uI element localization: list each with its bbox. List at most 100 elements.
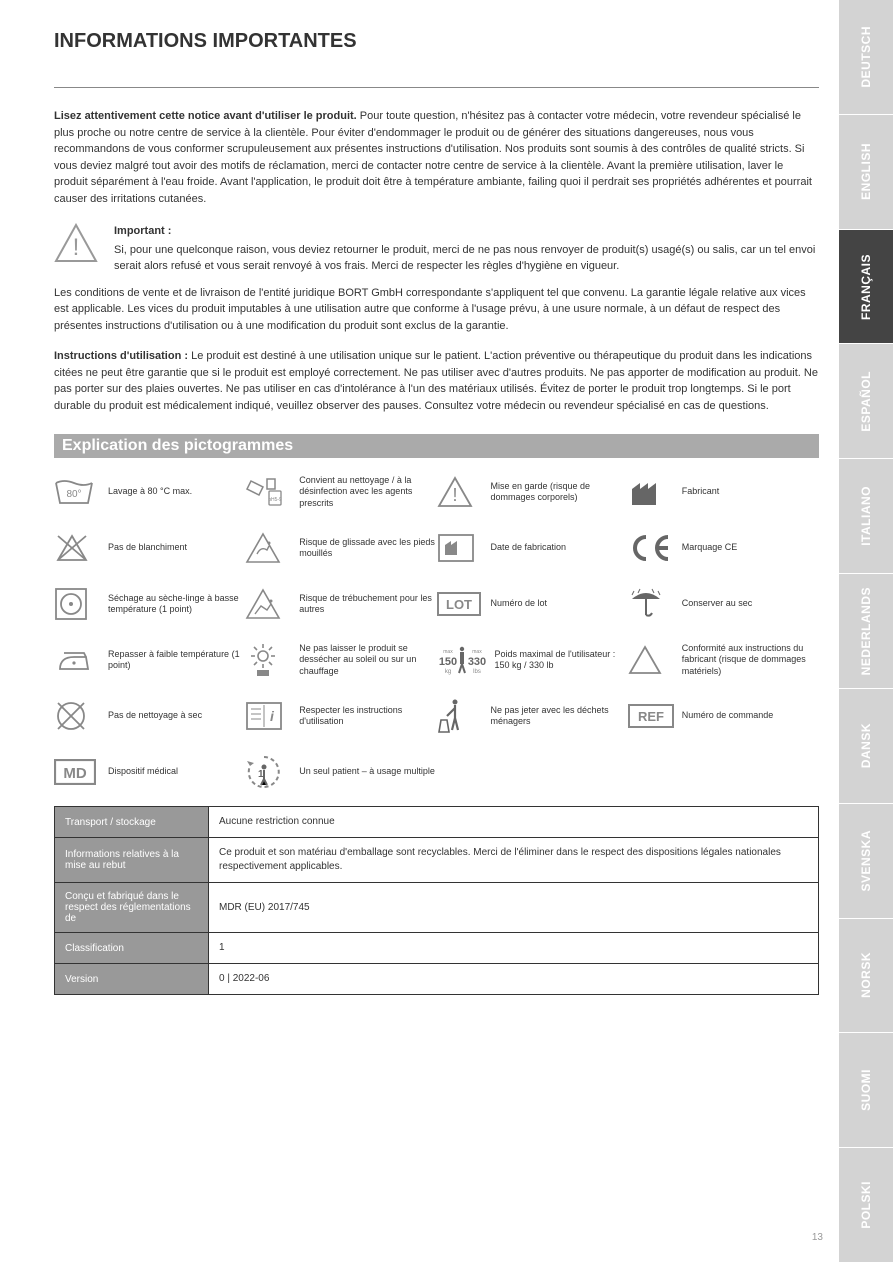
page-number: 13	[812, 1232, 823, 1243]
tab-it[interactable]: ITALIANO	[839, 459, 893, 574]
icon-row: Pas de nettoyage à sec iRespecter les in…	[54, 692, 819, 740]
tab-label: NEDERLANDS	[859, 587, 873, 675]
ce-mark-icon	[628, 533, 674, 563]
icon-label: Dispositif médical	[108, 766, 178, 777]
intro-bold: Lisez attentivement cette notice avant d…	[54, 110, 357, 122]
tab-label: FRANÇAIS	[859, 254, 873, 320]
single-patient-multi-use-icon: 1	[245, 753, 291, 791]
tab-label: POLSKI	[859, 1181, 873, 1229]
consult-ifu-icon: i	[245, 701, 291, 731]
icon-label: Risque de trébuchement pour les autres	[299, 593, 436, 616]
svg-text:1: 1	[258, 769, 264, 780]
use-paragraph: Instructions d'utilisation : Le produit …	[54, 348, 819, 414]
tab-fr[interactable]: FRANÇAIS	[839, 230, 893, 345]
icon-label: Date de fabrication	[491, 542, 567, 553]
svg-text:!: !	[452, 485, 457, 505]
svg-text:kg: kg	[444, 669, 450, 675]
svg-text:pH5-9: pH5-9	[268, 497, 282, 503]
slip-risk-icon	[245, 532, 291, 564]
icon-label: Respecter les instructions d'utilisation	[299, 705, 436, 728]
use-heading: Instructions d'utilisation :	[54, 350, 188, 362]
warning-rest: Si, pour une quelconque raison, vous dev…	[114, 244, 815, 273]
tab-label: DEUTSCH	[859, 26, 873, 88]
icon-label: Ne pas jeter avec les déchets ménagers	[491, 705, 628, 728]
intro-paragraph: Lisez attentivement cette notice avant d…	[54, 108, 819, 207]
icon-row: 80° Lavage à 80 °C max. pH5-9 Convient au …	[54, 468, 819, 516]
max-weight-icon: max150kgmax330lbs	[437, 643, 487, 677]
legend-heading: Explication des pictogrammes	[54, 434, 819, 458]
svg-text:80°: 80°	[66, 489, 81, 500]
table-row: Classification1	[55, 933, 819, 964]
tab-nl[interactable]: NEDERLANDS	[839, 574, 893, 689]
icon-label: Fabricant	[682, 486, 720, 497]
table-row: Informations relatives à la mise au rebu…	[55, 838, 819, 883]
info-key: Conçu et fabriqué dans le respect des ré…	[55, 883, 209, 933]
info-table: Transport / stockageAucune restriction c…	[54, 806, 819, 995]
icon-label: Repasser à faible température (1 point)	[108, 649, 245, 672]
tab-pl[interactable]: POLSKI	[839, 1148, 893, 1263]
lot-number-icon: LOT	[437, 592, 483, 616]
warranty-paragraph: Les conditions de vente et de livraison …	[54, 285, 819, 335]
page-title: INFORMATIONS IMPORTANTES	[54, 30, 819, 53]
tab-label: NORSK	[859, 952, 873, 998]
icon-label: Risque de glissade avec les pieds mouill…	[299, 537, 436, 560]
table-row: Transport / stockageAucune restriction c…	[55, 807, 819, 838]
info-val: 0 | 2022-06	[209, 964, 819, 995]
icon-row: Repasser à faible température (1 point) …	[54, 636, 819, 684]
tab-label: ENGLISH	[859, 143, 873, 200]
attention-triangle-icon	[628, 645, 674, 675]
trip-risk-icon	[245, 588, 291, 620]
icon-row: MDDispositif médical 1Un seul patient – …	[54, 748, 819, 796]
caution-icon: !	[437, 476, 483, 508]
manufacturer-icon	[628, 477, 674, 507]
svg-text:150: 150	[438, 656, 456, 668]
cleaning-agent-icon: pH5-9	[245, 475, 291, 509]
icon-label: Numéro de commande	[682, 710, 774, 721]
info-val: 1	[209, 933, 819, 964]
page-content: INFORMATIONS IMPORTANTES Lisez attentive…	[54, 30, 819, 995]
tab-label: DANSK	[859, 723, 873, 768]
tab-de[interactable]: DEUTSCH	[839, 0, 893, 115]
icon-label: Séchage au sèche-linge à basse températu…	[108, 593, 245, 616]
svg-text:MD: MD	[63, 765, 86, 782]
icon-label: Marquage CE	[682, 542, 738, 553]
icon-label: Conformité aux instructions du fabricant…	[682, 643, 819, 677]
table-row: Conçu et fabriqué dans le respect des ré…	[55, 883, 819, 933]
warning-block: ! Important : Si, pour une quelconque ra…	[54, 223, 819, 275]
info-val: Aucune restriction connue	[209, 807, 819, 838]
tab-no[interactable]: NORSK	[839, 919, 893, 1034]
info-key: Version	[55, 964, 209, 995]
info-key: Classification	[55, 933, 209, 964]
tab-sv[interactable]: SVENSKA	[839, 804, 893, 919]
svg-text:i: i	[270, 708, 275, 724]
svg-text:lbs: lbs	[473, 669, 481, 675]
icon-label: Convient au nettoyage / à la désinfectio…	[299, 475, 436, 509]
tab-label: SUOMI	[859, 1069, 873, 1111]
warning-bold: Important :	[114, 223, 819, 240]
warning-triangle-icon: !	[54, 223, 98, 263]
tab-en[interactable]: ENGLISH	[839, 115, 893, 230]
tab-fi[interactable]: SUOMI	[839, 1033, 893, 1148]
tab-label: ITALIANO	[859, 486, 873, 546]
tab-es[interactable]: ESPAÑOL	[839, 344, 893, 459]
wash-80-icon: 80°	[54, 477, 100, 507]
icon-row: Séchage au sèche-linge à basse températu…	[54, 580, 819, 628]
no-direct-sun-icon	[245, 642, 291, 678]
tab-da[interactable]: DANSK	[839, 689, 893, 804]
icon-label: Lavage à 80 °C max.	[108, 486, 192, 497]
info-key: Transport / stockage	[55, 807, 209, 838]
icon-row: Pas de blanchiment Risque de glissade av…	[54, 524, 819, 572]
icon-grid: 80° Lavage à 80 °C max. pH5-9 Convient au …	[54, 468, 819, 796]
manufacture-date-icon	[437, 533, 483, 563]
no-dry-clean-icon	[54, 699, 100, 733]
icon-label: Ne pas laisser le produit se dessécher a…	[299, 643, 436, 677]
svg-text:LOT: LOT	[446, 597, 472, 612]
icon-label: Pas de blanchiment	[108, 542, 187, 553]
title-rule	[54, 87, 819, 88]
ref-number-icon: REF	[628, 704, 674, 728]
table-row: Version0 | 2022-06	[55, 964, 819, 995]
svg-text:REF: REF	[638, 709, 664, 724]
warning-text: Important : Si, pour une quelconque rais…	[114, 223, 819, 275]
svg-text:!: !	[73, 234, 80, 261]
info-val: MDR (EU) 2017/745	[209, 883, 819, 933]
